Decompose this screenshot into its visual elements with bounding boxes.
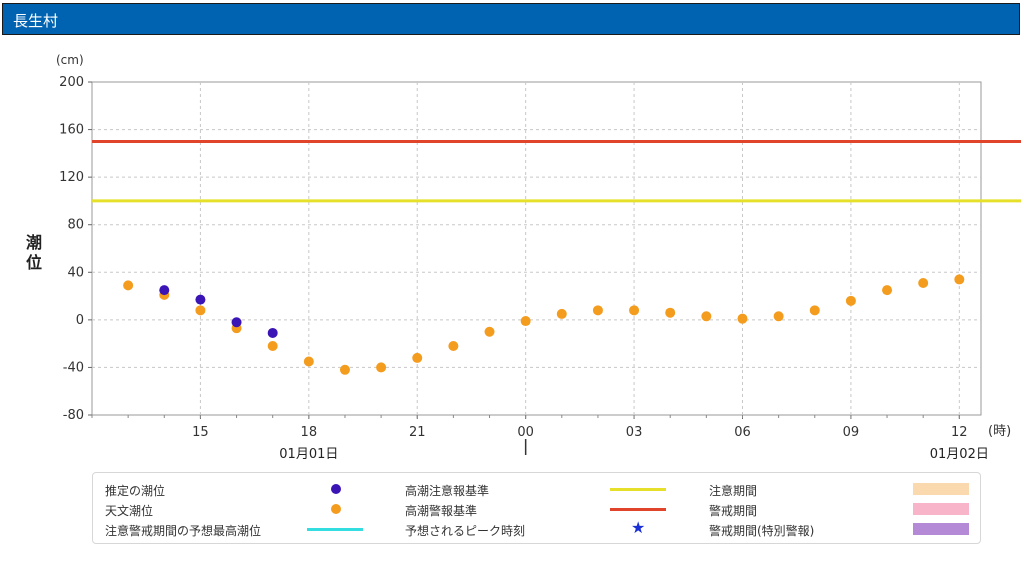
data-point bbox=[882, 285, 893, 296]
legend-advisory-period-label: 注意期間 bbox=[709, 484, 758, 498]
legend-special-warning-swatch bbox=[913, 523, 969, 535]
legend-advisory-period-swatch bbox=[913, 483, 969, 495]
data-point bbox=[159, 285, 170, 296]
tide-chart: -80 -40 0 40 80 120 160 200 15 18 21 00 03 06 09 12 01月0… bbox=[26, 53, 1021, 462]
data-point bbox=[448, 341, 459, 352]
data-point bbox=[195, 294, 206, 305]
y-tick-label: 160 bbox=[59, 123, 84, 138]
data-point bbox=[629, 305, 640, 316]
legend-advisory-level-label: 高潮注意報基準 bbox=[405, 484, 490, 498]
location-header: 長生村 bbox=[2, 3, 1020, 35]
data-point bbox=[773, 311, 784, 322]
data-point bbox=[556, 308, 567, 319]
data-point bbox=[412, 352, 423, 363]
data-point bbox=[809, 305, 820, 316]
x-tick-label: 21 bbox=[409, 425, 426, 440]
data-point bbox=[123, 280, 134, 291]
y-axis-title-char: 潮 bbox=[26, 233, 42, 252]
x-tick-label: 03 bbox=[626, 425, 643, 440]
data-point bbox=[954, 274, 965, 285]
legend-peak-star-icon: ★ bbox=[631, 518, 646, 537]
data-point bbox=[376, 362, 387, 373]
data-point bbox=[665, 307, 676, 318]
legend-estimated-marker bbox=[331, 484, 341, 494]
data-point bbox=[303, 356, 314, 367]
legend-advisory-level-line bbox=[610, 488, 666, 491]
legend-estimated-label: 推定の潮位 bbox=[105, 484, 166, 498]
data-point bbox=[267, 327, 278, 338]
y-tick-label: 0 bbox=[76, 313, 84, 328]
location-title: 長生村 bbox=[13, 12, 59, 30]
y-tick-label: -40 bbox=[63, 360, 84, 375]
legend-astronomical-label: 天文潮位 bbox=[105, 504, 154, 518]
y-tick-label: 80 bbox=[67, 218, 84, 233]
data-point bbox=[737, 313, 748, 324]
date-label: 01月02日 bbox=[930, 447, 989, 462]
data-point bbox=[484, 326, 495, 337]
x-tick-label: 12 bbox=[951, 425, 968, 440]
data-point bbox=[267, 341, 278, 352]
data-point bbox=[231, 317, 242, 328]
legend-warning-level-line bbox=[610, 508, 666, 511]
plot-frame bbox=[91, 81, 982, 416]
legend-warning-period-label: 警戒期間 bbox=[709, 504, 758, 518]
y-tick-label: 120 bbox=[59, 170, 84, 185]
data-point bbox=[195, 305, 206, 316]
legend-peak-time-label: 予想されるピーク時刻 bbox=[405, 524, 526, 538]
x-tick-label: 15 bbox=[192, 425, 209, 440]
x-tick-label: 06 bbox=[734, 425, 751, 440]
legend-warning-level-label: 高潮警報基準 bbox=[405, 504, 478, 518]
data-point bbox=[339, 364, 350, 375]
data-point bbox=[918, 277, 929, 288]
y-tick-label: -80 bbox=[63, 408, 84, 423]
legend-special-warning-label: 警戒期間(特別警報) bbox=[709, 524, 815, 538]
y-tick-label: 200 bbox=[59, 75, 84, 90]
date-label: 01月01日 bbox=[279, 447, 338, 462]
data-point bbox=[701, 311, 712, 322]
data-point bbox=[520, 316, 531, 327]
y-tick-label: 40 bbox=[67, 265, 84, 280]
legend-astronomical-marker bbox=[331, 504, 341, 514]
y-axis-title-char: 位 bbox=[26, 253, 42, 272]
legend-forecast-max-label: 注意警戒期間の予想最高潮位 bbox=[105, 524, 262, 538]
x-unit-label: (時) bbox=[988, 424, 1011, 439]
legend-forecast-max-line bbox=[307, 528, 363, 531]
data-point bbox=[592, 305, 603, 316]
x-tick-label: 09 bbox=[843, 425, 860, 440]
x-tick-label: 00 bbox=[517, 425, 534, 440]
data-point bbox=[845, 295, 856, 306]
legend-warning-period-swatch bbox=[913, 503, 969, 515]
chart-legend: 推定の潮位 天文潮位 注意警戒期間の予想最高潮位 高潮注意報基準 高潮警報基準 … bbox=[92, 472, 981, 544]
x-tick-label: 18 bbox=[301, 425, 318, 440]
y-unit-label: (cm) bbox=[56, 53, 84, 67]
